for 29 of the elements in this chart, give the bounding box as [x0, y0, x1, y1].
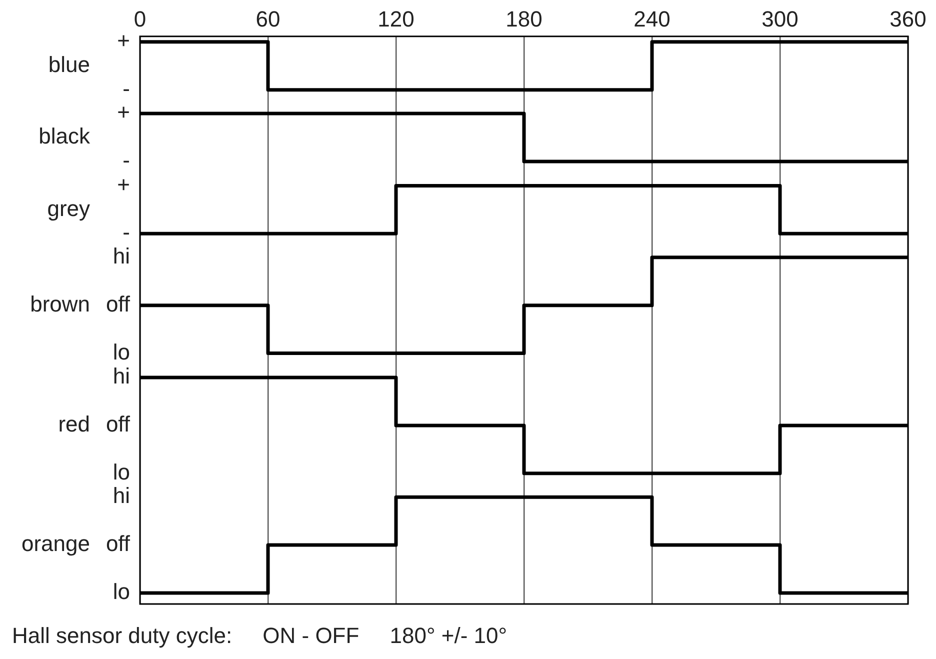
- text: off: [106, 412, 131, 437]
- text: lo: [112, 339, 130, 364]
- text: off: [106, 531, 131, 556]
- x-tick-label: 0: [134, 6, 146, 32]
- text: -: [122, 76, 130, 101]
- text: -: [122, 148, 130, 173]
- text: hi: [112, 364, 130, 389]
- text: hi: [112, 243, 130, 268]
- text: brown: [30, 291, 90, 316]
- text: blue: [48, 52, 90, 77]
- text: lo: [112, 579, 130, 604]
- text: +: [117, 28, 130, 53]
- text: lo: [112, 459, 130, 484]
- text: Hall sensor duty cycle: ON - OFF 180° +/- 10°: [12, 623, 508, 648]
- text: +: [117, 100, 130, 125]
- text: +: [117, 172, 130, 197]
- x-tick-label: 60: [256, 6, 280, 32]
- text: black: [38, 124, 91, 149]
- x-tick-label: 240: [634, 6, 670, 32]
- x-tick-label: 180: [506, 6, 542, 32]
- text: red: [58, 412, 90, 437]
- x-tick-label: 120: [378, 6, 414, 32]
- x-tick-label: 300: [762, 6, 798, 32]
- x-tick-label: 360: [890, 6, 926, 32]
- text: hi: [112, 483, 130, 508]
- text: grey: [47, 196, 90, 221]
- text: off: [106, 291, 131, 316]
- text: -: [122, 220, 130, 245]
- text: orange: [21, 531, 90, 556]
